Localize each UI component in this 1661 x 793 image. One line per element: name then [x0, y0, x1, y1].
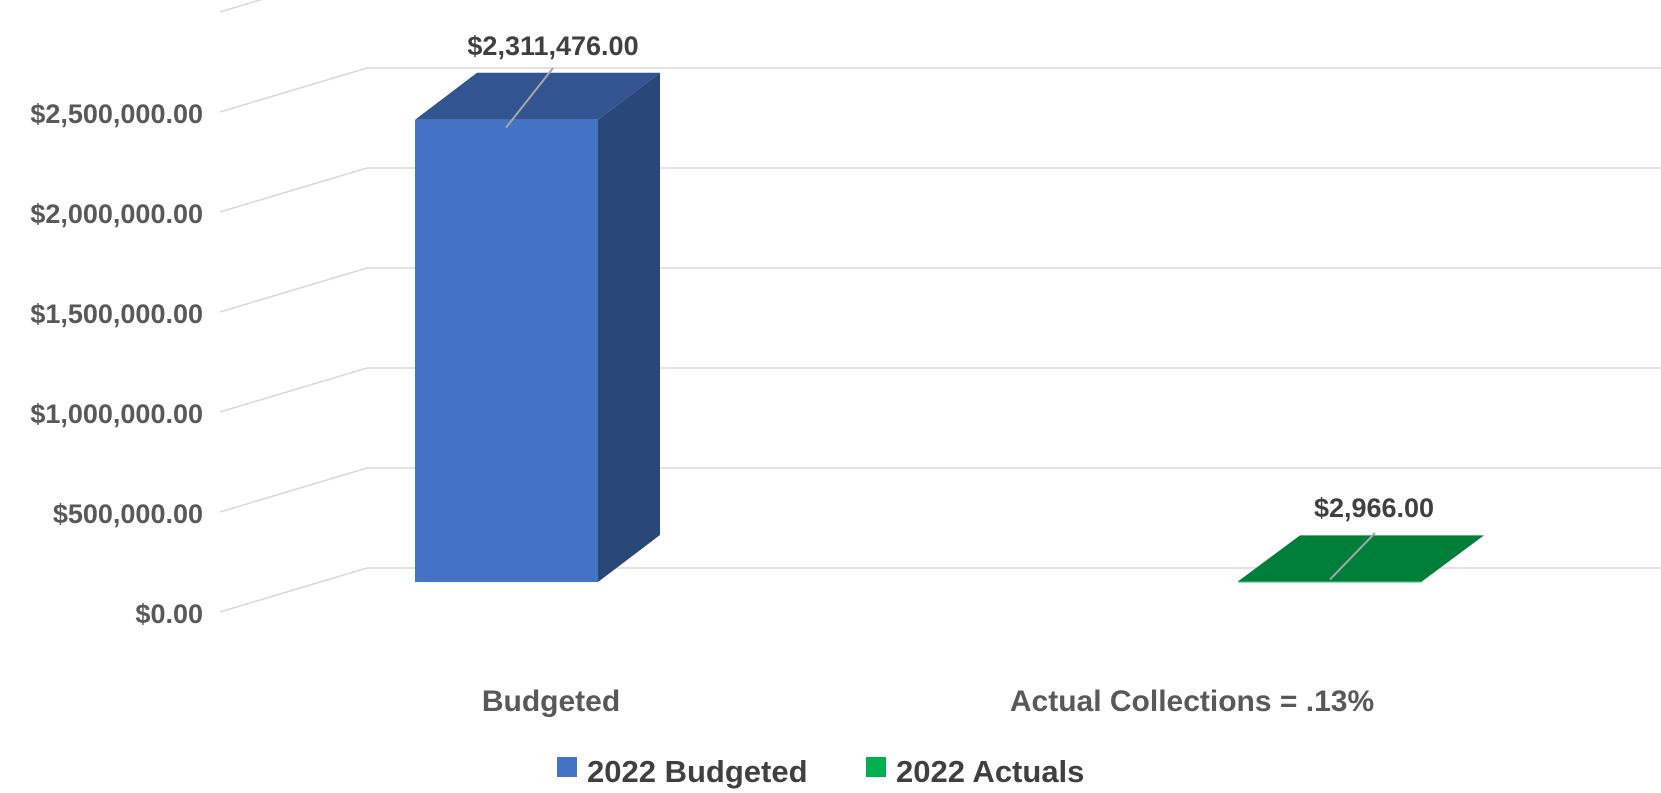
y-tick-label: $2,000,000.00	[30, 199, 203, 229]
legend-swatch	[866, 757, 886, 777]
y-tick-label: $500,000.00	[53, 499, 203, 529]
gridline-diagonal	[219, 67, 368, 113]
y-tick-label: $1,500,000.00	[30, 299, 203, 329]
legend-label: 2022 Budgeted	[587, 754, 808, 789]
y-tick-label: $1,000,000.00	[30, 399, 203, 429]
gridline-diagonal	[219, 567, 368, 613]
legend-swatch	[557, 757, 577, 777]
y-tick-label: $0.00	[135, 599, 203, 629]
gridline-diagonal	[219, 367, 368, 413]
bar-actuals-top	[1238, 535, 1484, 582]
y-axis: $0.00 $500,000.00 $1,000,000.00 $1,500,000.…	[30, 99, 203, 629]
gridline-diagonal	[219, 167, 368, 213]
bar-actuals	[1238, 581, 1422, 583]
bar-budgeted-top	[415, 72, 660, 120]
data-label-leader	[505, 67, 554, 129]
data-label-actuals: $2,966.00	[1314, 493, 1434, 523]
x-tick-label: Actual Collections = .13%	[1010, 685, 1374, 718]
x-tick-label: Budgeted	[482, 685, 620, 718]
gridline-diagonal	[219, 0, 263, 13]
bar-budgeted-side	[598, 72, 660, 582]
y-tick-label: $2,500,000.00	[30, 99, 203, 129]
gridline-diagonal	[219, 467, 368, 513]
legend-label: 2022 Actuals	[896, 754, 1084, 789]
data-label-budgeted: $2,311,476.00	[467, 31, 638, 61]
legend: 2022 Budgeted 2022 Actuals	[557, 754, 1084, 789]
bars: $2,311,476.00 $2,966.00	[415, 31, 1484, 583]
x-axis: Budgeted Actual Collections = .13%	[482, 685, 1374, 718]
data-label-leader	[1329, 532, 1376, 581]
bar-budgeted	[415, 119, 598, 582]
gridline-diagonal	[219, 267, 368, 313]
